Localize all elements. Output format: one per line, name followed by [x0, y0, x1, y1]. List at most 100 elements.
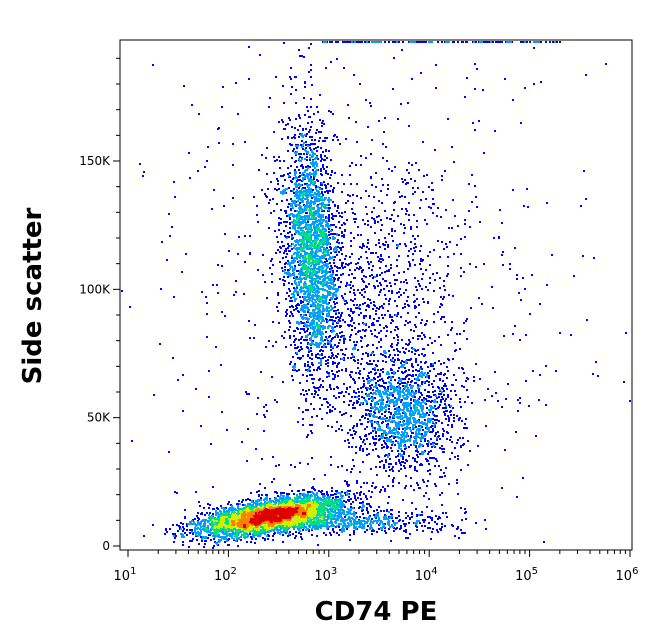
- density-dot: [421, 399, 423, 401]
- density-dot: [423, 414, 425, 416]
- density-dot: [304, 86, 306, 88]
- density-dot: [291, 157, 293, 159]
- density-dot: [343, 336, 345, 338]
- density-dot: [365, 434, 367, 436]
- density-dot: [330, 357, 332, 359]
- density-dot: [264, 416, 266, 418]
- density-dot: [272, 345, 274, 347]
- density-dot: [396, 259, 398, 261]
- density-dot: [200, 526, 202, 528]
- density-dot: [289, 322, 291, 324]
- density-dot: [434, 399, 436, 401]
- density-dot: [277, 241, 279, 243]
- density-dot: [375, 386, 377, 388]
- density-dot: [463, 427, 465, 429]
- density-dot: [194, 527, 196, 529]
- density-dot: [360, 197, 362, 199]
- density-dot: [406, 385, 408, 387]
- density-dot: [290, 165, 292, 167]
- density-dot: [380, 284, 382, 286]
- density-dot: [349, 291, 351, 293]
- density-dot: [474, 129, 476, 131]
- density-dot: [279, 160, 281, 162]
- density-dot: [353, 379, 355, 381]
- density-dot: [436, 415, 438, 417]
- density-dot: [310, 350, 312, 352]
- density-dot: [327, 320, 329, 322]
- density-dot: [372, 427, 374, 429]
- density-dot: [217, 508, 219, 510]
- density-dot: [418, 402, 420, 404]
- density-dot: [296, 147, 298, 149]
- density-dot: [414, 250, 416, 252]
- density-dot: [386, 285, 388, 287]
- density-dot: [438, 387, 440, 389]
- density-dot: [402, 417, 404, 419]
- density-dot: [309, 166, 311, 168]
- density-dot: [227, 544, 229, 546]
- density-dot: [312, 315, 314, 317]
- density-dot: [474, 88, 476, 90]
- density-dot: [415, 438, 417, 440]
- density-dot: [338, 526, 340, 528]
- density-dot: [395, 387, 397, 389]
- density-dot: [436, 439, 438, 441]
- density-dot: [441, 526, 443, 528]
- density-dot: [302, 144, 304, 146]
- density-dot: [322, 166, 324, 168]
- density-dot: [520, 299, 522, 301]
- density-dot: [365, 387, 367, 389]
- density-dot: [421, 332, 423, 334]
- density-dot: [533, 47, 535, 49]
- density-dot: [444, 475, 446, 477]
- density-dot: [232, 507, 234, 509]
- density-dot: [194, 529, 196, 531]
- density-dot: [381, 305, 383, 307]
- density-dot: [247, 428, 249, 430]
- density-dot: [426, 412, 428, 414]
- density-dot: [221, 311, 223, 313]
- density-dot: [432, 528, 434, 530]
- density-dot: [405, 362, 407, 364]
- density-dot: [334, 493, 336, 495]
- density-dot: [328, 218, 330, 220]
- density-dot: [405, 360, 407, 362]
- density-dot: [335, 334, 337, 336]
- density-dot: [300, 160, 302, 162]
- density-dot: [398, 520, 400, 522]
- density-dot: [445, 398, 447, 400]
- density-dot: [326, 217, 328, 219]
- density-dot: [420, 268, 422, 270]
- density-dot: [441, 476, 443, 478]
- density-dot: [400, 527, 402, 529]
- density-dot: [249, 533, 251, 535]
- density-dot: [436, 397, 438, 399]
- density-dot: [360, 387, 362, 389]
- density-dot: [417, 370, 419, 372]
- density-dot: [272, 535, 274, 537]
- density-dot: [302, 374, 304, 376]
- density-dot: [270, 212, 272, 214]
- density-dot: [246, 393, 248, 395]
- density-dot: [325, 185, 327, 187]
- density-dot: [311, 358, 313, 360]
- density-dot: [375, 172, 377, 174]
- density-dot: [336, 274, 338, 276]
- density-dot: [266, 147, 268, 149]
- density-dot: [382, 360, 384, 362]
- density-dot: [419, 522, 421, 524]
- density-dot: [454, 342, 456, 344]
- density-dot: [573, 275, 575, 277]
- density-dot: [316, 369, 318, 371]
- density-dot: [432, 365, 434, 367]
- density-dot: [368, 393, 370, 395]
- density-dot: [434, 149, 436, 151]
- density-dot: [453, 161, 455, 163]
- density-dot: [412, 370, 414, 372]
- density-dot: [457, 225, 459, 227]
- density-dot: [401, 454, 403, 456]
- density-dot: [317, 198, 319, 200]
- density-dot: [431, 189, 433, 191]
- density-dot: [279, 167, 281, 169]
- density-dot: [282, 185, 284, 187]
